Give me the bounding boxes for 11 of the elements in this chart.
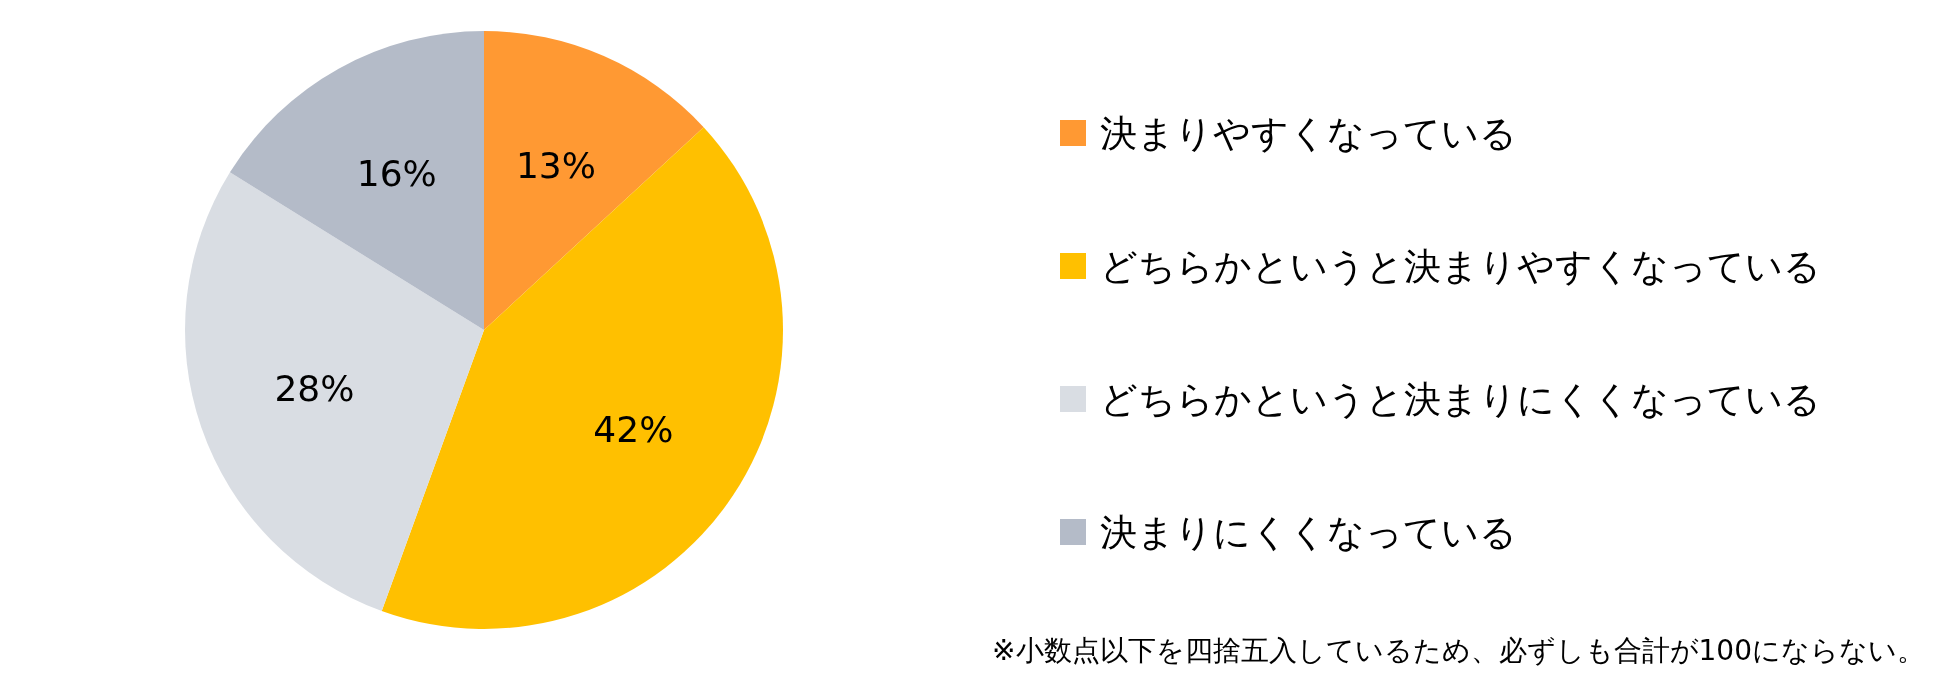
data-label: 42% xyxy=(593,408,674,450)
legend-label: 決まりやすくなっている xyxy=(1100,111,1517,155)
legend-label: 決まりにくくなっている xyxy=(1100,510,1517,554)
data-label: 13% xyxy=(515,145,596,187)
legend-label: どちらかというと決まりやすくなっている xyxy=(1100,244,1821,288)
pie-slice xyxy=(484,31,704,330)
text: ※小数点以下を四捨五入しているため、必ずしも合計が100にならない。 xyxy=(992,633,1925,667)
data-label: 28% xyxy=(274,368,355,410)
legend-label: どちらかというと決まりにくくなっている xyxy=(1100,377,1821,421)
data-label: 16% xyxy=(356,152,437,194)
pie-slice xyxy=(229,31,484,330)
